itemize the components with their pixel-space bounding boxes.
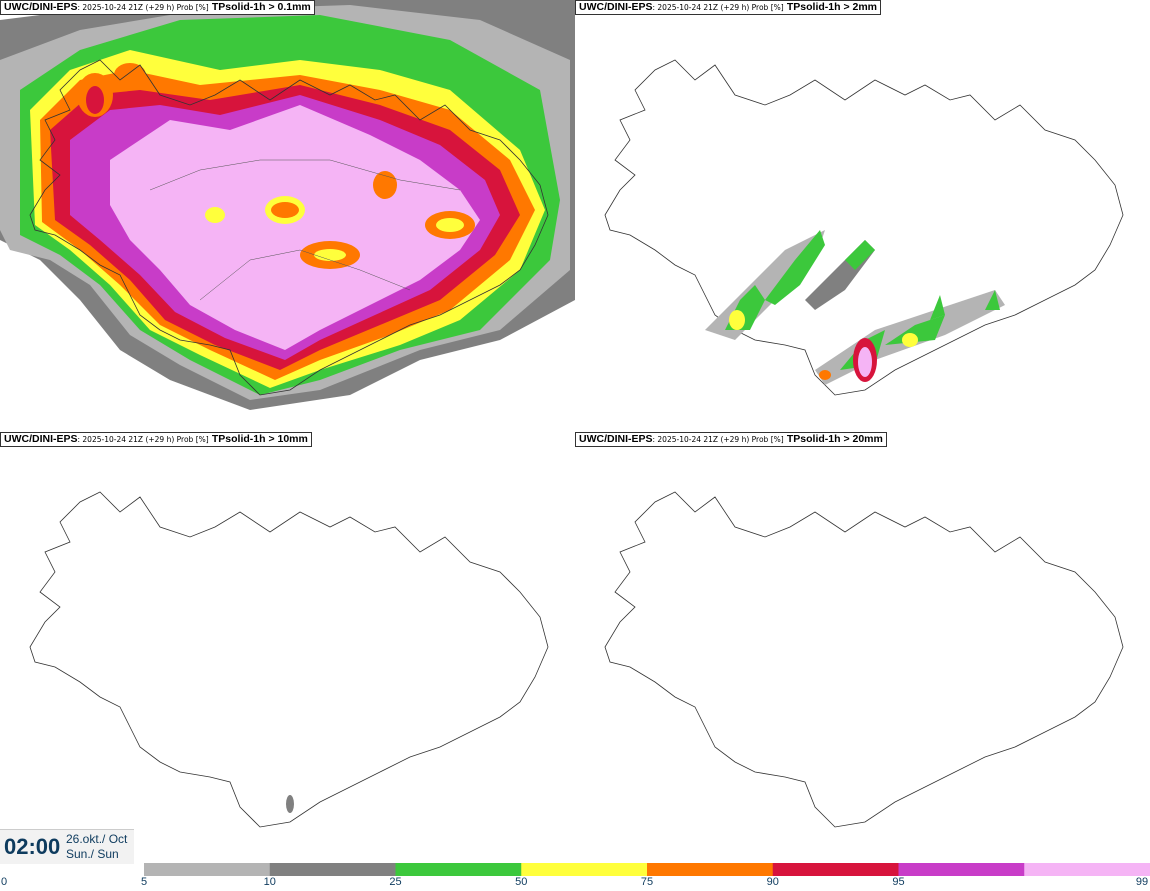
valid-time: 02:00 — [4, 834, 61, 859]
colorbar-segment — [269, 863, 396, 876]
map-panel-2mm: UWC/DINI-EPS: 2025-10-24 21Z (+29 h) Pro… — [575, 0, 1150, 432]
valid-time-box: 02:00 26.okt./ Oct Sun./ Sun — [0, 829, 134, 864]
model-name: UWC/DINI-EPS — [579, 433, 653, 445]
model-name: UWC/DINI-EPS — [4, 1, 78, 13]
map-panel-10mm: UWC/DINI-EPS: 2025-10-24 21Z (+29 h) Pro… — [0, 432, 575, 864]
model-name: UWC/DINI-EPS — [579, 1, 653, 13]
colorbar-tick-label: 10 — [263, 876, 276, 888]
colorbar — [144, 863, 1150, 876]
colorbar-tick-label: 99 — [1135, 876, 1149, 888]
colorbar-segment — [772, 863, 899, 876]
field-name: TPsolid-1h > 10mm — [211, 433, 308, 445]
run-info: : 2025-10-24 21Z (+29 h) Prob [%] — [652, 435, 784, 444]
run-info: : 2025-10-24 21Z (+29 h) Prob [%] — [652, 3, 784, 12]
probability-map — [29, 491, 549, 828]
colorbar-tick-label: 25 — [389, 876, 402, 888]
colorbar-segment — [647, 863, 774, 876]
panel-title: UWC/DINI-EPS: 2025-10-24 21Z (+29 h) Pro… — [575, 0, 882, 15]
panel-title: UWC/DINI-EPS: 2025-10-24 21Z (+29 h) Pro… — [0, 0, 315, 15]
colorbar-segment — [898, 863, 1025, 876]
colorbar-tick-label: 75 — [640, 876, 654, 888]
valid-date: 26.okt./ Oct Sun./ Sun — [66, 832, 127, 862]
map-panel-0p1mm: UWC/DINI-EPS: 2025-10-24 21Z (+29 h) Pro… — [0, 0, 575, 432]
field-name: TPsolid-1h > 2mm — [786, 1, 878, 13]
date-line-2: Sun./ Sun — [66, 847, 119, 861]
probability-map — [604, 59, 1124, 396]
probability-map — [0, 0, 575, 410]
run-info: : 2025-10-24 21Z (+29 h) Prob [%] — [77, 3, 209, 12]
panel-title: UWC/DINI-EPS: 2025-10-24 21Z (+29 h) Pro… — [0, 432, 312, 447]
colorbar-tick-label: 90 — [766, 876, 779, 888]
colorbar-tick-label: 5 — [140, 876, 148, 888]
field-name: TPsolid-1h > 20mm — [786, 433, 883, 445]
panel-title: UWC/DINI-EPS: 2025-10-24 21Z (+29 h) Pro… — [575, 432, 887, 447]
field-name: TPsolid-1h > 0.1mm — [211, 1, 311, 13]
model-name: UWC/DINI-EPS — [4, 433, 78, 445]
map-panel-20mm: UWC/DINI-EPS: 2025-10-24 21Z (+29 h) Pro… — [575, 432, 1150, 864]
colorbar-tick-label: 95 — [892, 876, 905, 888]
run-info: : 2025-10-24 21Z (+29 h) Prob [%] — [77, 435, 209, 444]
colorbar-segment — [144, 863, 271, 876]
date-line-1: 26.okt./ Oct — [66, 832, 128, 846]
colorbar-tick-label: 50 — [515, 876, 528, 888]
probability-map — [604, 491, 1124, 828]
colorbar-tick-label: 0 — [0, 876, 8, 888]
colorbar-segment — [395, 863, 522, 876]
colorbar-segment — [1024, 863, 1150, 876]
colorbar-segment — [521, 863, 648, 876]
